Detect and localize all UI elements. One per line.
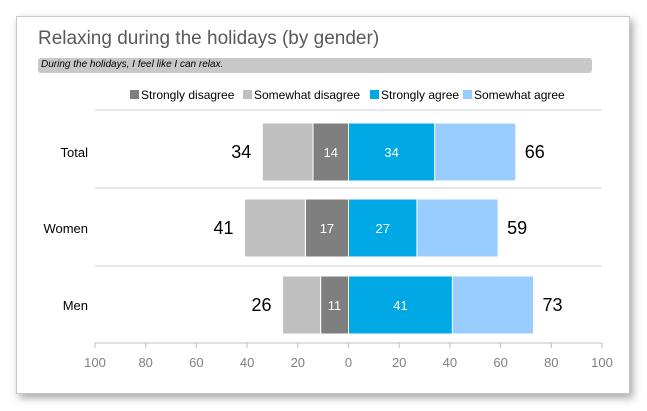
bar-somewhat-agree-women (416, 198, 499, 258)
x-tick-label: 60 (189, 355, 203, 370)
bar-somewhat-disagree-men (282, 275, 322, 335)
legend-label-somewhat-disagree: Somewhat disagree (254, 88, 360, 102)
total-label-agree-total: 66 (525, 142, 545, 162)
data-label-strongly-disagree-women: 17 (320, 221, 334, 236)
x-tick-label: 100 (84, 355, 106, 370)
chart-title: Relaxing during the holidays (by gender) (38, 28, 380, 49)
legend-label-somewhat-agree: Somewhat agree (474, 88, 565, 102)
legend-swatch-somewhat-agree (463, 90, 472, 99)
category-label-women: Women (43, 221, 88, 236)
x-tick-label: 40 (240, 355, 254, 370)
legend-label-strongly-agree: Strongly agree (381, 88, 459, 102)
bar-somewhat-disagree-women (244, 198, 306, 258)
bar-strongly-disagree-total (312, 122, 350, 182)
data-label-strongly-disagree-total: 14 (324, 145, 338, 160)
category-label-men: Men (63, 298, 88, 313)
chart-subtitle: During the holidays, I feel like I can r… (41, 59, 224, 70)
bar-somewhat-agree-total (434, 122, 517, 182)
bar-somewhat-agree-men (451, 275, 535, 335)
bar-strongly-disagree-men (320, 275, 349, 335)
data-label-strongly-agree-men: 41 (393, 298, 407, 313)
x-tick-label: 40 (443, 355, 457, 370)
legend-swatch-somewhat-disagree (243, 90, 252, 99)
bar-strongly-agree-total (348, 122, 436, 182)
bar-somewhat-disagree-total (261, 122, 314, 182)
x-tick-label: 100 (591, 355, 613, 370)
x-tick-label: 20 (392, 355, 406, 370)
data-label-strongly-agree-total: 34 (384, 145, 398, 160)
bar-strongly-agree-men (348, 275, 453, 335)
subtitle-bar: During the holidays, I feel like I can r… (38, 58, 592, 73)
x-tick-label: 80 (138, 355, 152, 370)
legend-swatch-strongly-agree (370, 90, 379, 99)
total-label-agree-men: 73 (543, 295, 563, 315)
x-tick-label: 80 (544, 355, 558, 370)
bar-strongly-agree-women (348, 198, 418, 258)
legend-label-strongly-disagree: Strongly disagree (141, 88, 235, 102)
x-tick-label: 60 (493, 355, 507, 370)
data-label-strongly-agree-women: 27 (375, 221, 389, 236)
x-tick-label: 20 (291, 355, 305, 370)
total-label-agree-women: 59 (507, 218, 527, 238)
category-label-total: Total (61, 145, 89, 160)
total-label-disagree-women: 41 (214, 218, 234, 238)
total-label-disagree-men: 26 (252, 295, 272, 315)
data-label-strongly-disagree-men: 11 (328, 298, 342, 313)
legend-swatch-strongly-disagree (130, 90, 139, 99)
x-tick-label: 0 (345, 355, 352, 370)
total-label-disagree-total: 34 (231, 142, 251, 162)
